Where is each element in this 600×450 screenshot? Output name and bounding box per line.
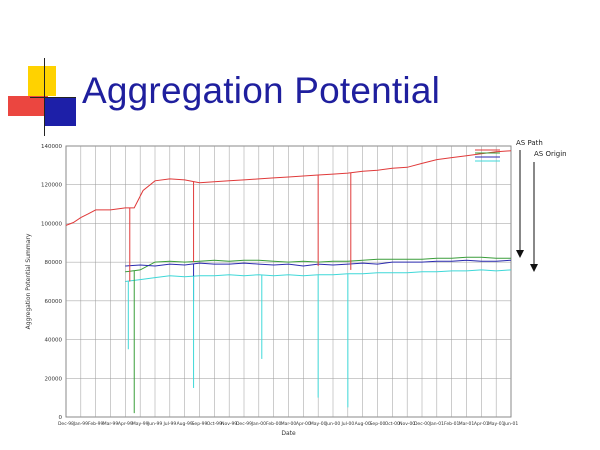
x-tick-label: Jan-01 <box>429 421 444 427</box>
x-tick-label: Aug-00 <box>355 421 371 427</box>
x-tick-label: Sep-00 <box>370 421 386 427</box>
y-tick-label: 60000 <box>45 299 63 305</box>
x-tick-label: Apr-99 <box>118 421 133 427</box>
x-tick-label: Nov-00 <box>399 421 415 427</box>
x-tick-label: Mar-01 <box>459 421 475 427</box>
slide-logo <box>0 0 80 140</box>
series-line <box>65 150 512 226</box>
annotation-as-origin: AS Origin <box>534 150 567 158</box>
x-tick-label: Feb-00 <box>266 421 281 427</box>
annotation-arrowhead <box>530 264 538 272</box>
y-axis-label: Aggregation Potential Summary <box>25 233 32 329</box>
y-tick-label: 0 <box>59 415 63 421</box>
x-tick-label: May-01 <box>488 421 505 427</box>
x-tick-label: Jun-00 <box>325 421 341 427</box>
logo-blue-square <box>44 98 76 126</box>
x-tick-label: Apr-01 <box>474 421 489 427</box>
annotation-arrowhead <box>516 250 524 258</box>
annotation-as-path: AS Path <box>516 139 543 147</box>
x-tick-label: Mar-99 <box>103 421 119 427</box>
x-tick-label: Jun-01 <box>503 421 519 427</box>
x-tick-label: Jul-99 <box>162 421 176 427</box>
x-tick-label: May-99 <box>132 421 149 427</box>
x-tick-label: May-00 <box>310 421 327 427</box>
logo-horizontal-line <box>30 97 76 98</box>
x-tick-label: Jan-99 <box>73 421 88 427</box>
y-tick-label: 140000 <box>41 144 62 150</box>
y-tick-label: 120000 <box>41 183 62 189</box>
x-tick-label: Jan-00 <box>251 421 266 427</box>
x-tick-label: Aug-99 <box>177 421 193 427</box>
x-tick-label: Mar-00 <box>281 421 297 427</box>
x-tick-label: Jun-99 <box>147 421 163 427</box>
x-tick-label: Feb-99 <box>88 421 103 427</box>
x-tick-label: Oct-99 <box>207 421 222 427</box>
x-tick-label: Jul-00 <box>340 421 354 427</box>
x-tick-label: Oct-00 <box>385 421 400 427</box>
x-tick-label: Apr-00 <box>296 421 311 427</box>
x-tick-label: Feb-01 <box>444 421 459 427</box>
x-axis-label: Date <box>281 430 296 437</box>
logo-red-square <box>8 96 48 116</box>
slide-title: Aggregation Potential <box>82 70 441 111</box>
y-tick-label: 40000 <box>45 338 63 344</box>
x-tick-label: Dec-00 <box>414 421 430 427</box>
y-tick-label: 100000 <box>41 221 62 227</box>
x-tick-label: Sep-99 <box>192 421 208 427</box>
y-tick-label: 20000 <box>45 376 63 382</box>
y-tick-label: 80000 <box>45 260 63 266</box>
series-line <box>125 269 512 282</box>
x-tick-label: Dec-99 <box>236 421 252 427</box>
logo-yellow-square <box>28 66 56 96</box>
x-tick-label: Nov-99 <box>221 421 237 427</box>
x-tick-label: Dec-98 <box>58 421 74 427</box>
